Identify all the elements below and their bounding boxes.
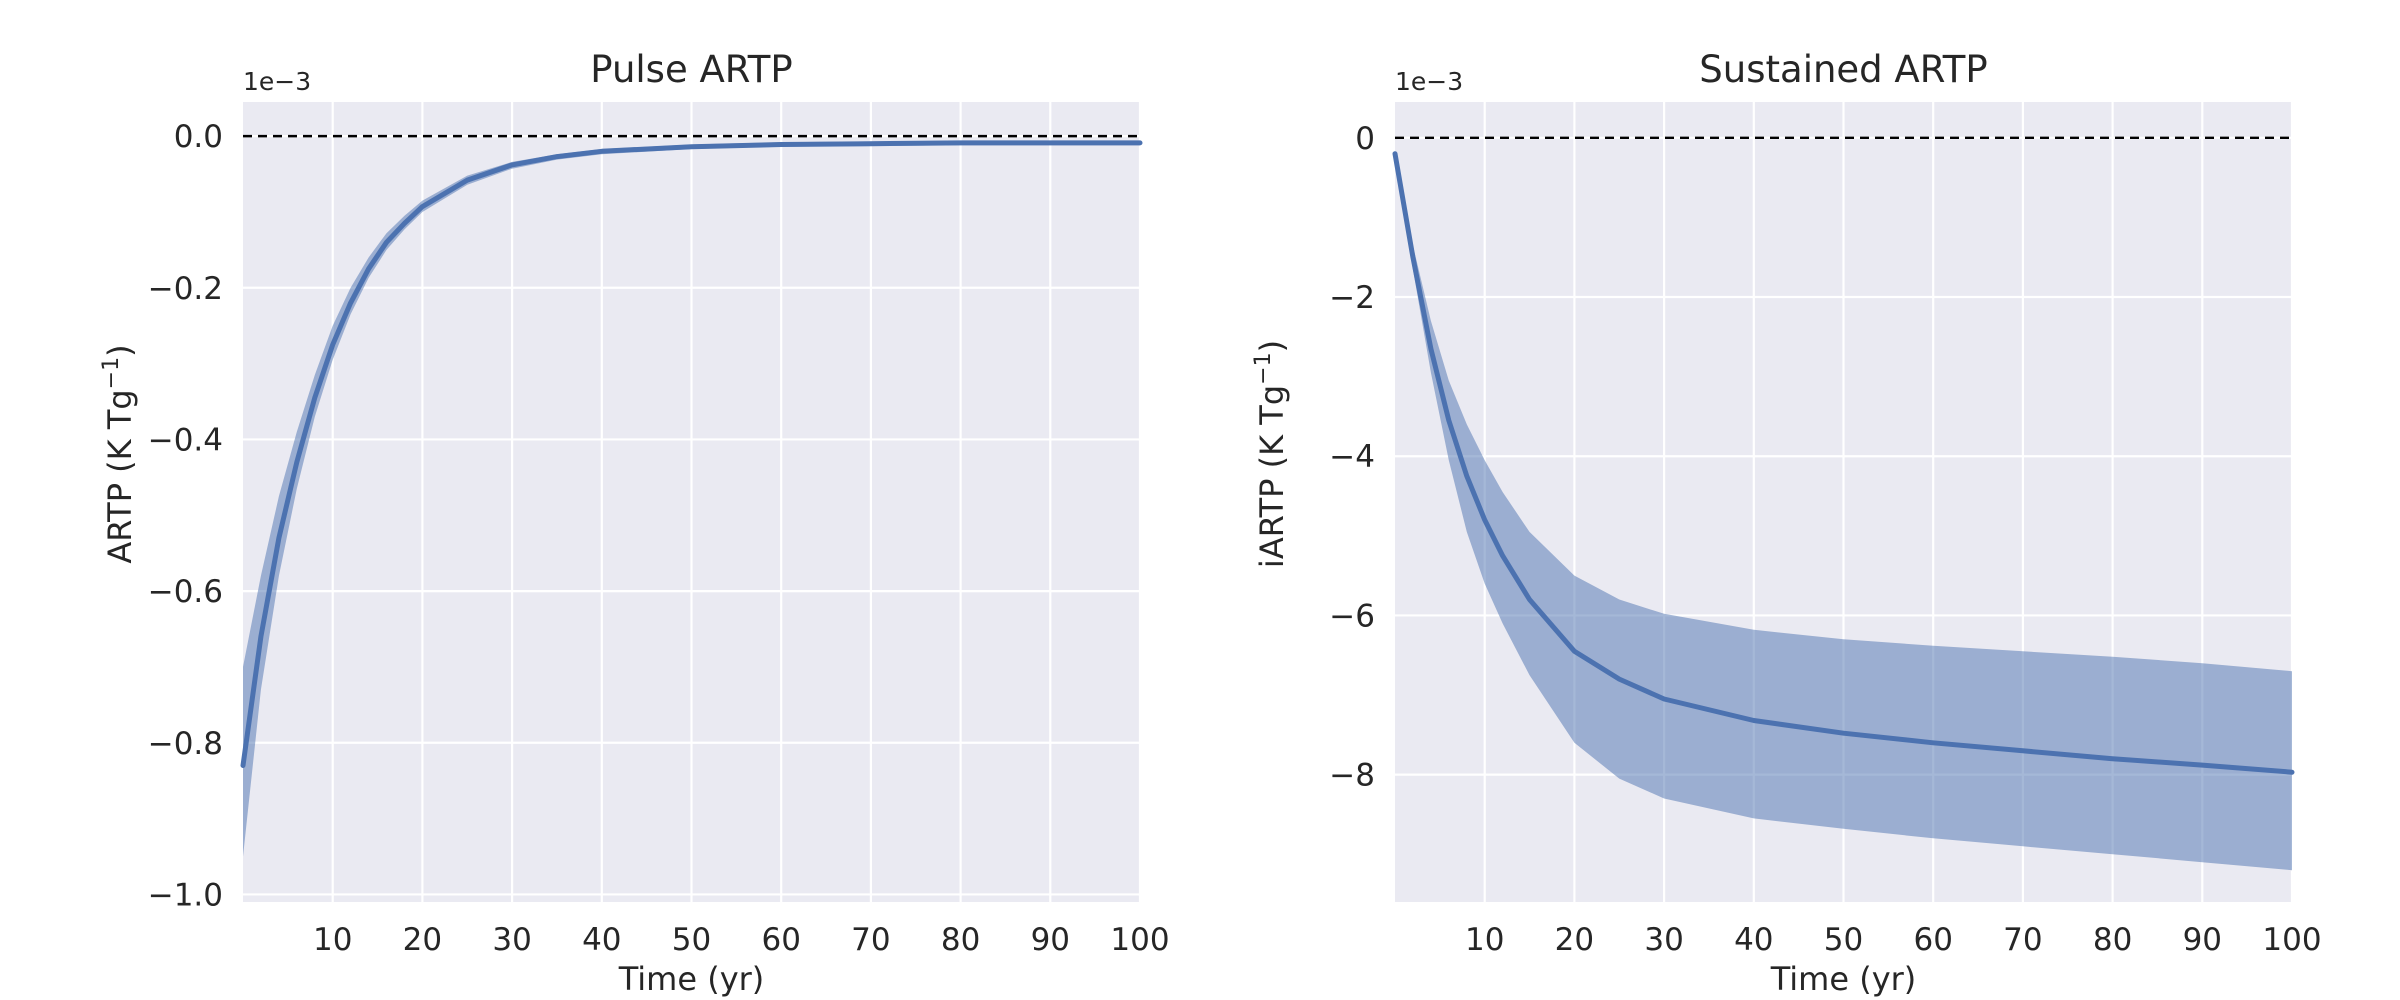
y-tick-label: 0 <box>1355 121 1375 157</box>
x-tick-label: 60 <box>761 922 800 958</box>
chart-title: Sustained ARTP <box>1699 48 1987 91</box>
y-tick-label: −0.4 <box>148 422 223 458</box>
x-tick-label: 70 <box>851 922 890 958</box>
x-tick-label: 10 <box>1465 922 1504 958</box>
x-tick-label: 20 <box>403 922 442 958</box>
y-axis-label-text: ARTP (K Tg <box>101 389 139 563</box>
y-tick-label: 0.0 <box>174 119 223 155</box>
chart-pulse: 10 20 30 40 50 60 70 80 90 100 0.0 −0.2 −0.4 −0.6 −0.8… <box>99 48 1170 998</box>
x-tick-label: 40 <box>1734 922 1773 958</box>
y-tick-label: −2 <box>1329 280 1375 316</box>
x-tick-label: 30 <box>492 922 531 958</box>
y-tick-label: −6 <box>1329 598 1375 634</box>
series-line <box>240 140 1143 768</box>
uncertainty-band <box>1395 153 2292 871</box>
x-tick-label: 40 <box>582 922 621 958</box>
y-offset-label: 1e−3 <box>1395 67 1463 96</box>
x-axis-label: Time (yr) <box>1770 960 1917 998</box>
y-tick-label: −4 <box>1329 439 1375 475</box>
y-axis-label-text: iARTP (K Tg <box>1253 385 1291 568</box>
y-axis-label-superscript: −1 <box>1251 352 1276 384</box>
x-tick-label: 70 <box>2003 922 2042 958</box>
x-tick-label: 50 <box>1824 922 1863 958</box>
y-axis-label-end: ) <box>101 344 139 356</box>
x-tick-label: 20 <box>1555 922 1594 958</box>
x-tick-label: 100 <box>1110 922 1169 958</box>
y-tick-label: −1.0 <box>148 877 223 913</box>
x-tick-label: 90 <box>2183 922 2222 958</box>
x-tick-label: 10 <box>313 922 352 958</box>
x-tick-label: 50 <box>672 922 711 958</box>
y-axis-label: ARTP (K Tg−1) <box>99 344 139 563</box>
chart-title: Pulse ARTP <box>590 48 792 91</box>
x-tick-label: 100 <box>2262 922 2321 958</box>
x-tick-label: 90 <box>1031 922 1070 958</box>
y-tick-label: −0.6 <box>148 574 223 610</box>
y-tick-label: −0.2 <box>148 271 223 307</box>
y-offset-label: 1e−3 <box>243 67 311 96</box>
x-tick-label: 80 <box>941 922 980 958</box>
series-line <box>1392 151 2295 775</box>
x-axis-label: Time (yr) <box>618 960 765 998</box>
y-axis-label: iARTP (K Tg−1) <box>1251 340 1291 568</box>
y-axis-label-end: ) <box>1253 340 1291 352</box>
x-tick-label: 80 <box>2093 922 2132 958</box>
y-axis-label-superscript: −1 <box>99 357 124 389</box>
x-tick-label: 30 <box>1644 922 1683 958</box>
chart-sustained: 10 20 30 40 50 60 70 80 90 100 0 −2 −4 −6 −8 Sustained … <box>1251 48 2322 998</box>
x-tick-label: 60 <box>1913 922 1952 958</box>
y-tick-label: −0.8 <box>148 726 223 762</box>
y-tick-label: −8 <box>1329 758 1375 794</box>
